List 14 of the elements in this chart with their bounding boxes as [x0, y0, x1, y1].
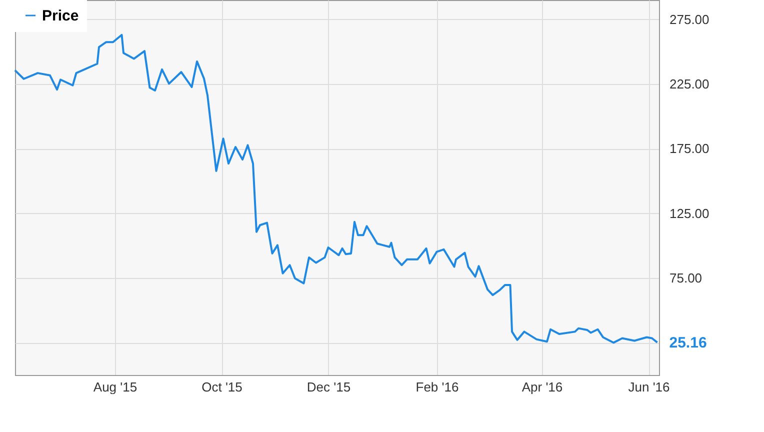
y-tick-label: 125.00 — [670, 206, 710, 221]
line-series — [14, 34, 658, 344]
x-tick-label: Apr '16 — [522, 380, 563, 394]
legend-label: Price — [42, 8, 79, 24]
y-tick-label: 275.00 — [670, 12, 710, 27]
x-tick-label: Oct '15 — [202, 380, 242, 394]
y-tick-label: 75.00 — [670, 270, 702, 286]
y-tick-label: 175.00 — [670, 141, 710, 156]
x-tick-label: Jun '16 — [628, 380, 670, 394]
x-tick-label: Aug '15 — [93, 380, 138, 394]
y-tick-label: 225.00 — [670, 76, 710, 92]
annotation: 25.16 — [669, 334, 707, 352]
x-tick-label: Feb '16 — [416, 380, 459, 394]
x-tick-label: Dec '15 — [306, 380, 351, 394]
